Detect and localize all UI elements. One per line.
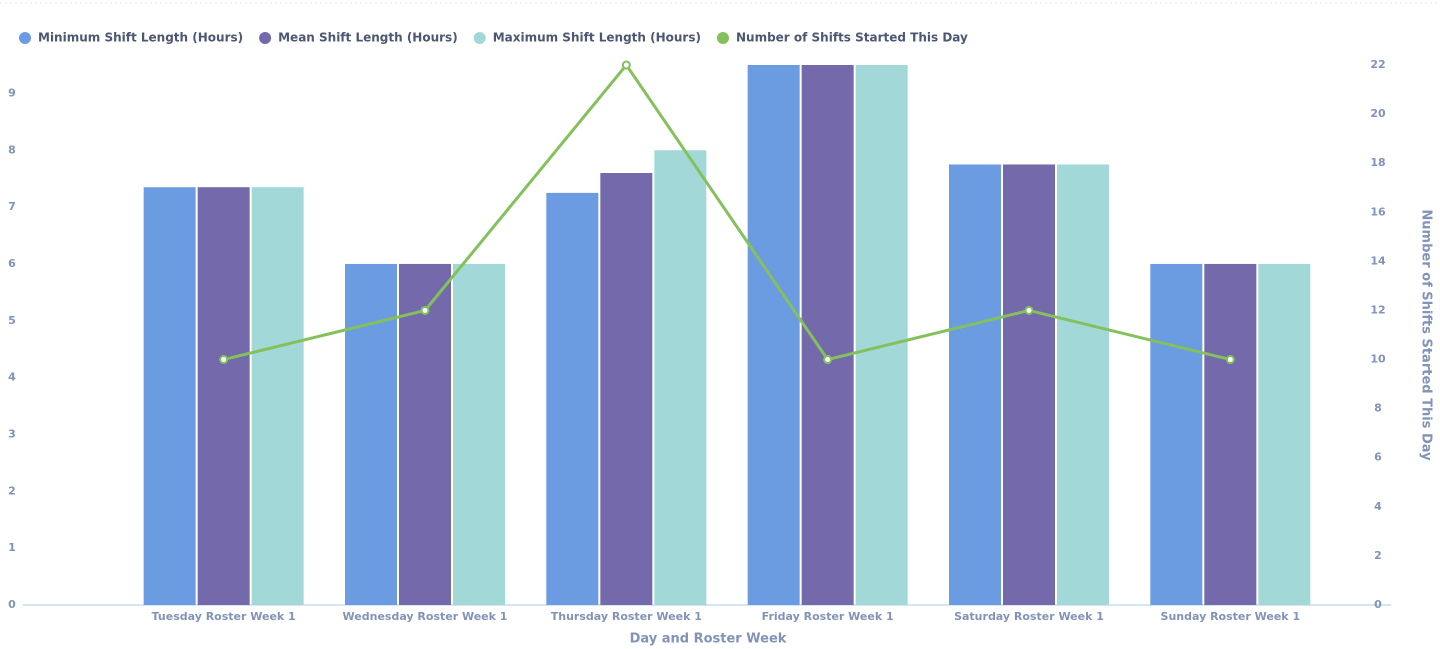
y2-tick-label: 10 xyxy=(1370,353,1386,366)
y-tick-label: 8 xyxy=(8,143,16,156)
legend-marker xyxy=(716,32,729,44)
x-tick-label: Wednesday Roster Week 1 xyxy=(343,610,508,623)
bar xyxy=(1003,164,1055,605)
y2-tick-label: 16 xyxy=(1370,205,1386,218)
y2-tick-label: 12 xyxy=(1370,303,1385,316)
y-tick-label: 9 xyxy=(8,86,16,99)
bar xyxy=(747,65,800,605)
y2-tick-label: 22 xyxy=(1370,58,1385,71)
y2-tick-label: 20 xyxy=(1370,107,1386,120)
y2-tick-label: 8 xyxy=(1374,402,1382,415)
legend-marker xyxy=(259,32,272,44)
line-point xyxy=(1024,305,1034,315)
bar xyxy=(143,187,196,606)
bar xyxy=(855,65,908,605)
bar xyxy=(1258,263,1311,605)
line-point xyxy=(1225,355,1235,365)
y-tick-label: 5 xyxy=(8,314,16,327)
line-point xyxy=(219,355,229,365)
bar xyxy=(1204,263,1257,605)
y2-tick-label: 14 xyxy=(1370,254,1386,267)
legend-label[interactable]: Maximum Shift Length (Hours) xyxy=(493,31,701,45)
bar xyxy=(654,150,707,605)
y-tick-label: 2 xyxy=(8,484,16,497)
x-tick-label: Friday Roster Week 1 xyxy=(762,610,894,623)
y-tick-label: 4 xyxy=(8,371,16,384)
y2-tick-label: 2 xyxy=(1374,549,1382,562)
y2-tick-label: 0 xyxy=(1374,598,1382,611)
y-tick-label: 3 xyxy=(8,427,16,440)
y-tick-label: 1 xyxy=(8,541,16,554)
x-axis-title: Day and Roster Week xyxy=(630,632,787,647)
bar xyxy=(345,263,397,605)
bar xyxy=(1150,263,1203,605)
x-tick-label: Tuesday Roster Week 1 xyxy=(152,610,296,623)
line-point xyxy=(823,355,833,365)
y2-tick-label: 18 xyxy=(1370,156,1385,169)
bar xyxy=(546,192,599,606)
x-tick-label: Thursday Roster Week 1 xyxy=(551,610,702,623)
line-point xyxy=(621,60,631,70)
bar xyxy=(399,263,451,605)
y2-axis-title: Number of Shifts Started This Day xyxy=(1419,209,1434,461)
y-tick-label: 0 xyxy=(8,598,16,611)
y-tick-label: 7 xyxy=(8,200,16,213)
bar xyxy=(251,187,304,606)
y2-tick-label: 4 xyxy=(1374,500,1382,513)
bar xyxy=(949,164,1001,605)
x-tick-label: Sunday Roster Week 1 xyxy=(1161,610,1301,623)
legend-marker xyxy=(19,32,31,44)
bar xyxy=(197,187,250,606)
legend-label[interactable]: Number of Shifts Started This Day xyxy=(736,31,968,45)
x-tick-label: Saturday Roster Week 1 xyxy=(954,610,1104,623)
legend-label[interactable]: Minimum Shift Length (Hours) xyxy=(38,31,243,45)
bar xyxy=(453,263,505,605)
legend-label[interactable]: Mean Shift Length (Hours) xyxy=(278,31,458,45)
y2-tick-label: 6 xyxy=(1374,451,1382,464)
line-point xyxy=(420,305,430,315)
line xyxy=(223,62,1231,362)
y-tick-label: 6 xyxy=(8,257,16,270)
bar xyxy=(600,173,653,605)
bar xyxy=(1057,164,1109,605)
legend-marker xyxy=(473,32,486,44)
